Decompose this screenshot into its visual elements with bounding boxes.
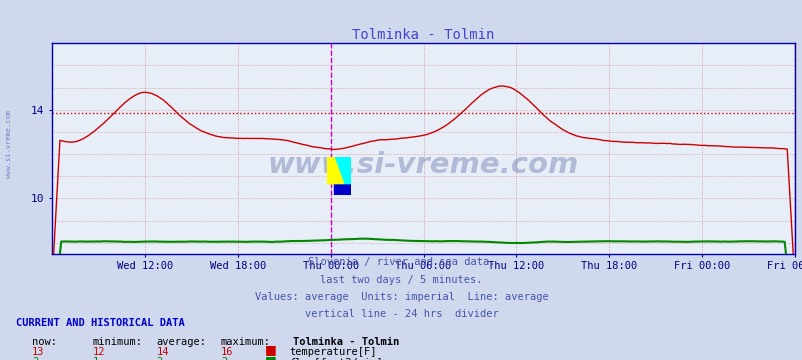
Text: now:: now:	[32, 337, 57, 347]
Text: 13: 13	[32, 347, 45, 357]
Text: 16: 16	[221, 347, 233, 357]
Text: 1: 1	[92, 357, 99, 360]
Text: flow[foot3/min]: flow[foot3/min]	[289, 357, 383, 360]
Text: 12: 12	[92, 347, 105, 357]
Polygon shape	[334, 157, 350, 184]
Text: www.si-vreme.com: www.si-vreme.com	[6, 110, 12, 178]
Bar	[338, 157, 350, 184]
Text: 2: 2	[221, 357, 227, 360]
Text: vertical line - 24 hrs  divider: vertical line - 24 hrs divider	[304, 309, 498, 319]
Text: maximum:: maximum:	[221, 337, 270, 347]
Text: Slovenia / river and sea data.: Slovenia / river and sea data.	[307, 257, 495, 267]
Text: Tolminka - Tolmin: Tolminka - Tolmin	[293, 337, 399, 347]
Text: www.si-vreme.com: www.si-vreme.com	[268, 151, 578, 179]
Text: temperature[F]: temperature[F]	[289, 347, 376, 357]
Text: CURRENT AND HISTORICAL DATA: CURRENT AND HISTORICAL DATA	[16, 318, 184, 328]
Text: 2: 2	[32, 357, 38, 360]
Text: Values: average  Units: imperial  Line: average: Values: average Units: imperial Line: av…	[254, 292, 548, 302]
Bar	[334, 176, 350, 195]
Text: last two days / 5 minutes.: last two days / 5 minutes.	[320, 275, 482, 285]
Text: 2: 2	[156, 357, 163, 360]
Text: minimum:: minimum:	[92, 337, 142, 347]
Title: Tolminka - Tolmin: Tolminka - Tolmin	[352, 28, 494, 42]
Text: 14: 14	[156, 347, 169, 357]
Polygon shape	[338, 157, 350, 184]
Bar	[326, 157, 338, 184]
Text: average:: average:	[156, 337, 206, 347]
Text: ■: ■	[265, 343, 277, 356]
Polygon shape	[326, 157, 343, 184]
Polygon shape	[326, 157, 338, 184]
Text: ■: ■	[265, 354, 277, 360]
